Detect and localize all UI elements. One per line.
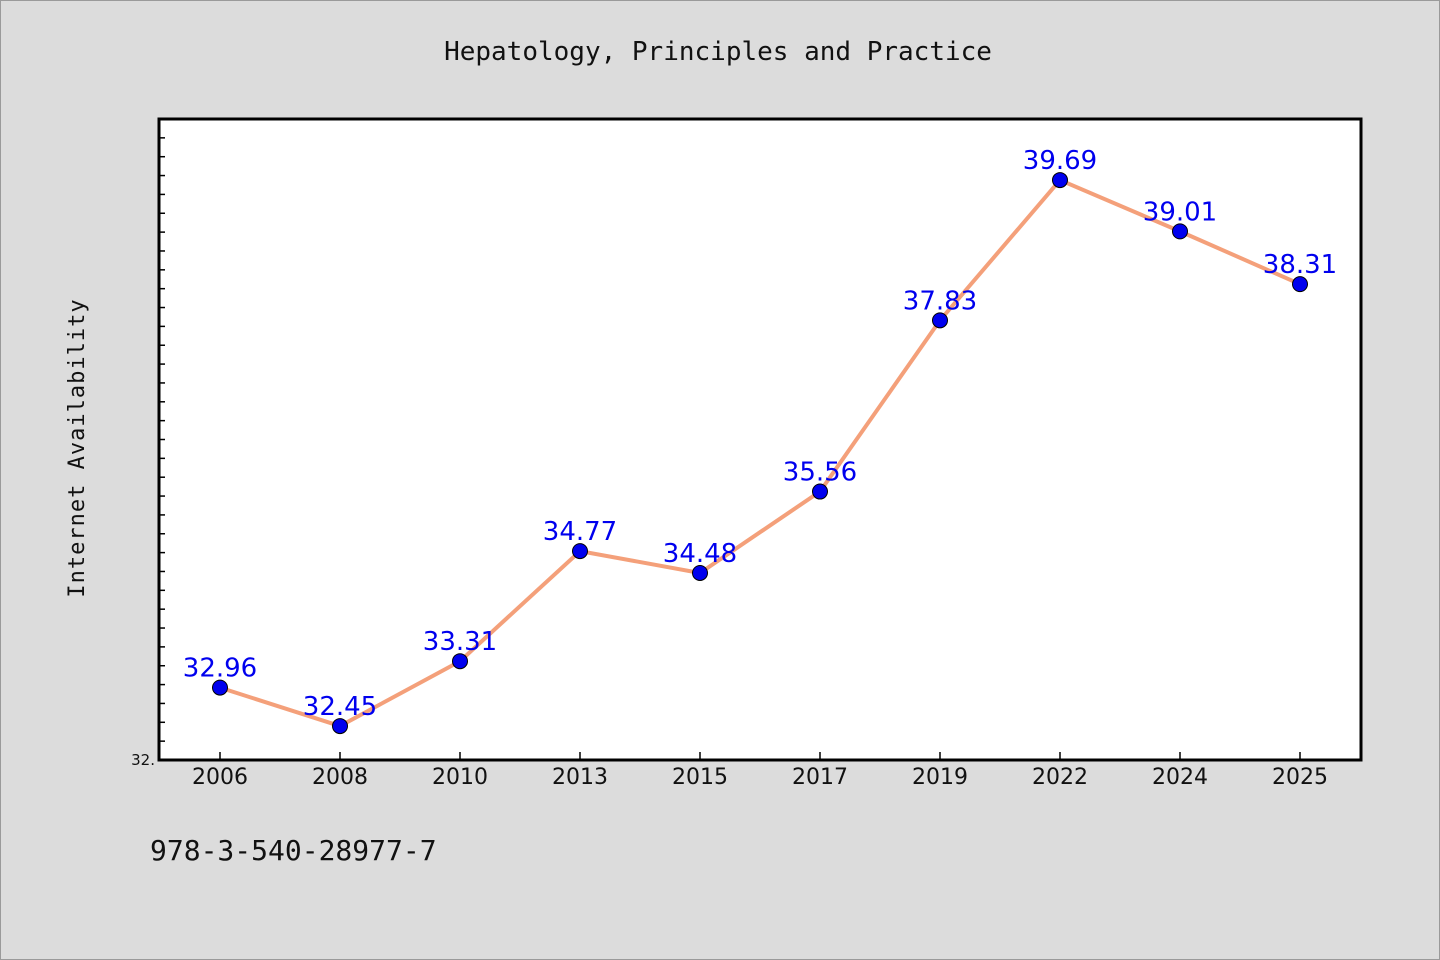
data-label: 39.01 bbox=[1143, 197, 1217, 227]
data-label: 34.48 bbox=[663, 539, 737, 569]
data-label: 35.56 bbox=[783, 458, 857, 488]
data-label: 39.69 bbox=[1023, 146, 1097, 176]
y-axis-label: Internet Availability bbox=[65, 298, 90, 597]
data-markers bbox=[212, 172, 1308, 735]
x-axis-ticks: 2006 2008 2010 2013 2015 2017 2019 2022 2024 2025 bbox=[192, 752, 1328, 790]
data-point bbox=[1172, 223, 1188, 240]
data-point bbox=[212, 679, 228, 696]
data-point bbox=[932, 312, 948, 329]
x-tick-label: 2022 bbox=[1032, 765, 1088, 790]
x-tick-label: 2025 bbox=[1272, 765, 1328, 790]
data-label: 37.83 bbox=[903, 286, 977, 316]
data-point bbox=[1292, 276, 1308, 293]
data-label: 32.96 bbox=[183, 654, 257, 684]
y-tick-label: 32. bbox=[131, 751, 155, 769]
x-tick-label: 2017 bbox=[792, 765, 848, 790]
data-point bbox=[572, 543, 588, 560]
x-tick-label: 2010 bbox=[432, 765, 488, 790]
plot-area bbox=[157, 117, 1363, 762]
series-line bbox=[219, 177, 1301, 729]
x-tick-label: 2015 bbox=[672, 765, 728, 790]
data-label: 38.31 bbox=[1263, 250, 1337, 280]
x-tick-label: 2024 bbox=[1152, 765, 1208, 790]
data-point bbox=[332, 718, 348, 735]
data-point bbox=[452, 653, 468, 670]
y-axis-ticks: 32. bbox=[131, 137, 165, 769]
isbn-code: 978-3-540-28977-7 bbox=[150, 834, 437, 867]
x-tick-label: 2013 bbox=[552, 765, 608, 790]
x-tick-label: 2006 bbox=[192, 765, 248, 790]
chart-title: Hepatology, Principles and Practice bbox=[444, 37, 992, 67]
data-label: 33.31 bbox=[423, 627, 497, 657]
data-label: 32.45 bbox=[303, 692, 377, 722]
x-tick-label: 2008 bbox=[312, 765, 368, 790]
data-point bbox=[692, 564, 708, 581]
data-label: 34.77 bbox=[543, 517, 617, 547]
x-tick-label: 2019 bbox=[912, 765, 968, 790]
data-point bbox=[812, 483, 828, 500]
data-labels: 32.96 32.45 33.31 34.77 34.48 35.56 37.83 39.69… bbox=[183, 146, 1337, 722]
data-point bbox=[1052, 172, 1068, 189]
